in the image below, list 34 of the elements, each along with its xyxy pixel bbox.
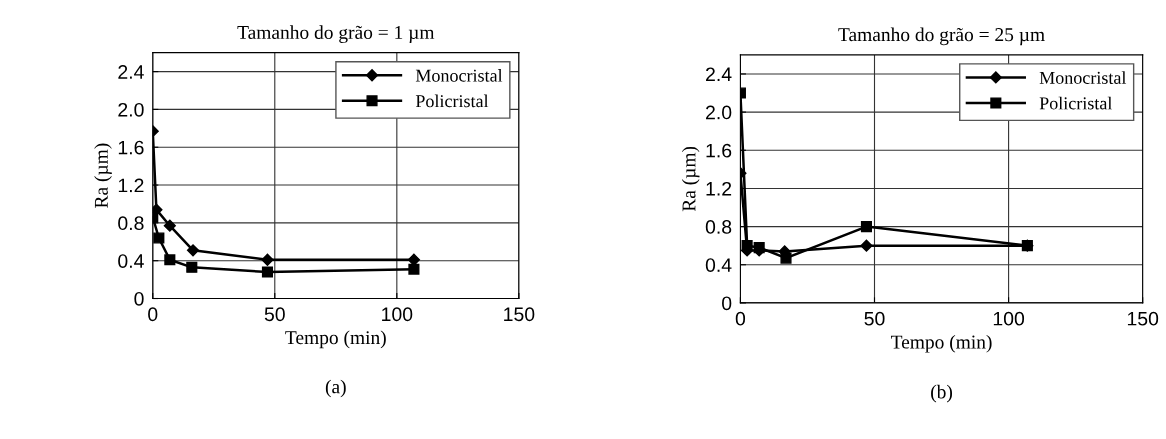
x-tick-label: 100 <box>993 311 1025 326</box>
y-axis-title: Ra (µm) <box>94 143 112 208</box>
x-axis-title: Tempo (min) <box>891 334 992 353</box>
legend-label: Policristal <box>415 94 489 108</box>
x-axis-title: Tempo (min) <box>285 330 386 349</box>
y-tick-label: 1.2 <box>118 178 144 193</box>
x-tick-label: 0 <box>735 311 746 326</box>
y-tick-label: 0.4 <box>118 254 144 268</box>
y-tick-label: 2.4 <box>118 65 144 79</box>
y-tick-label: 2.4 <box>706 67 732 81</box>
legend-label: Policristal <box>1039 96 1113 110</box>
y-tick-label: 2.0 <box>706 105 732 120</box>
x-tick-label: 50 <box>264 307 285 322</box>
text: (b) <box>931 384 953 403</box>
y-tick-label: 1.6 <box>118 140 144 155</box>
y-tick-label: 0.4 <box>705 258 732 272</box>
y-tick-label: 1.2 <box>706 181 732 196</box>
text: (a) <box>325 379 346 398</box>
y-tick-label: 0.8 <box>705 220 732 234</box>
x-tick-label: 0 <box>148 307 158 322</box>
y-tick-label: 0 <box>722 296 732 311</box>
y-tick-label: 1.6 <box>706 143 732 158</box>
chart-title: Tamanho do grão = 1 µm <box>237 25 435 43</box>
chart-title: Tamanho do grão = 25 µm <box>838 27 1045 46</box>
legend-label: Monocristal <box>415 69 503 82</box>
y-tick-label: 2.0 <box>118 102 144 117</box>
legend-label: Monocristal <box>1039 71 1127 84</box>
y-tick-label: 0.8 <box>118 216 144 231</box>
y-tick-label: 0 <box>134 291 144 306</box>
x-tick-label: 50 <box>864 311 885 326</box>
x-tick-label: 150 <box>1127 311 1159 326</box>
x-tick-label: 100 <box>382 307 413 322</box>
y-axis-title: Ra (µm) <box>681 146 700 212</box>
x-tick-label: 150 <box>504 307 535 322</box>
